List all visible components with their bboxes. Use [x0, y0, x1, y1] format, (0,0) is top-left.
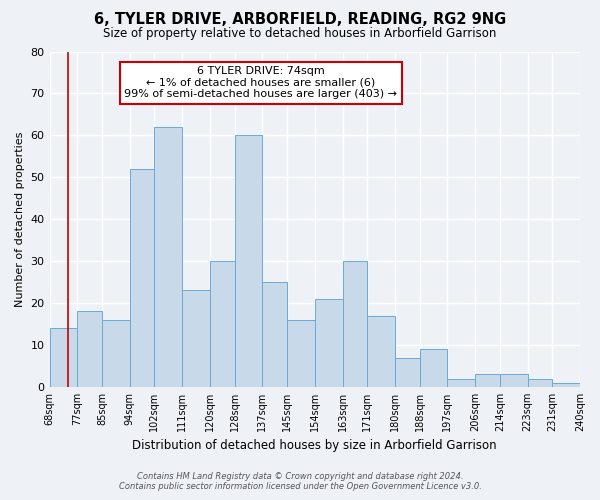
- Bar: [50, 328, 77, 387]
- Bar: [182, 290, 210, 387]
- Bar: [77, 312, 102, 387]
- Bar: [527, 378, 552, 387]
- Bar: [210, 261, 235, 387]
- Bar: [315, 299, 343, 387]
- Bar: [500, 374, 527, 387]
- Bar: [343, 261, 367, 387]
- Bar: [552, 382, 580, 387]
- Bar: [448, 378, 475, 387]
- Bar: [102, 320, 130, 387]
- Bar: [130, 169, 154, 387]
- X-axis label: Distribution of detached houses by size in Arborfield Garrison: Distribution of detached houses by size …: [133, 440, 497, 452]
- Text: 6, TYLER DRIVE, ARBORFIELD, READING, RG2 9NG: 6, TYLER DRIVE, ARBORFIELD, READING, RG2…: [94, 12, 506, 28]
- Bar: [154, 127, 182, 387]
- Bar: [475, 374, 500, 387]
- Bar: [367, 316, 395, 387]
- Bar: [235, 136, 262, 387]
- Bar: [395, 358, 419, 387]
- Text: Contains HM Land Registry data © Crown copyright and database right 2024.
Contai: Contains HM Land Registry data © Crown c…: [119, 472, 481, 491]
- Bar: [262, 282, 287, 387]
- Bar: [287, 320, 315, 387]
- Y-axis label: Number of detached properties: Number of detached properties: [15, 132, 25, 307]
- Text: Size of property relative to detached houses in Arborfield Garrison: Size of property relative to detached ho…: [103, 28, 497, 40]
- Bar: [419, 349, 448, 387]
- Text: 6 TYLER DRIVE: 74sqm
← 1% of detached houses are smaller (6)
99% of semi-detache: 6 TYLER DRIVE: 74sqm ← 1% of detached ho…: [124, 66, 397, 100]
